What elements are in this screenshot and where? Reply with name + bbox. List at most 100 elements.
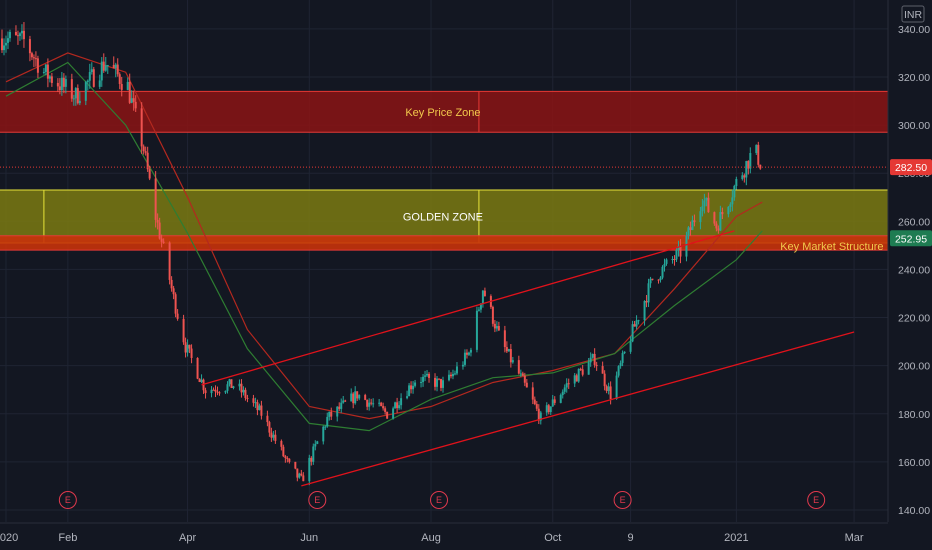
candle-up-body[interactable] bbox=[677, 245, 680, 250]
candle-down-body[interactable] bbox=[438, 378, 441, 380]
candle-down-body[interactable] bbox=[493, 323, 496, 329]
candle-up-body[interactable] bbox=[637, 320, 640, 322]
candle-down-body[interactable] bbox=[344, 400, 347, 402]
candle-down-body[interactable] bbox=[56, 82, 59, 87]
candle-down-body[interactable] bbox=[170, 279, 173, 289]
candle-down-body[interactable] bbox=[154, 178, 157, 220]
candle-down-body[interactable] bbox=[162, 241, 165, 243]
candle-up-body[interactable] bbox=[477, 309, 480, 311]
trendlines-layer[interactable] bbox=[0, 166, 888, 487]
candle-down-body[interactable] bbox=[581, 369, 584, 375]
candle-down-body[interactable] bbox=[160, 238, 163, 242]
earnings-marker-2-icon[interactable] bbox=[308, 491, 327, 509]
candle-up-body[interactable] bbox=[6, 38, 9, 43]
candle-up-body[interactable] bbox=[98, 80, 101, 87]
candle-down-body[interactable] bbox=[366, 399, 369, 407]
candle-down-body[interactable] bbox=[296, 468, 299, 478]
candle-up-body[interactable] bbox=[661, 266, 664, 278]
candle-down-body[interactable] bbox=[382, 406, 385, 409]
candle-down-body[interactable] bbox=[270, 432, 273, 438]
candle-up-body[interactable] bbox=[691, 220, 694, 231]
candle-down-body[interactable] bbox=[182, 318, 185, 343]
candle-down-body[interactable] bbox=[204, 390, 207, 394]
candle-up-body[interactable] bbox=[104, 65, 107, 71]
candle-up-body[interactable] bbox=[406, 396, 409, 399]
candle-down-body[interactable] bbox=[497, 326, 500, 331]
candle-down-body[interactable] bbox=[70, 79, 73, 99]
candle-down-body[interactable] bbox=[605, 386, 608, 391]
candle-down-body[interactable] bbox=[609, 386, 612, 399]
candle-down-body[interactable] bbox=[428, 373, 431, 378]
candle-down-body[interactable] bbox=[338, 406, 341, 409]
candle-down-body[interactable] bbox=[230, 379, 233, 388]
earnings-marker-4-icon[interactable] bbox=[613, 491, 632, 509]
candle-up-body[interactable] bbox=[745, 161, 748, 178]
candle-down-body[interactable] bbox=[673, 259, 676, 261]
candle-up-body[interactable] bbox=[314, 443, 317, 447]
candle-down-body[interactable] bbox=[112, 64, 115, 69]
candle-up-body[interactable] bbox=[422, 376, 425, 383]
candle-up-body[interactable] bbox=[226, 384, 229, 391]
candle-up-body[interactable] bbox=[635, 320, 638, 327]
candle-down-body[interactable] bbox=[134, 101, 137, 109]
candle-up-body[interactable] bbox=[675, 249, 678, 260]
candle-up-body[interactable] bbox=[88, 72, 91, 81]
candle-down-body[interactable] bbox=[310, 457, 313, 462]
candle-up-body[interactable] bbox=[511, 360, 514, 363]
candle-up-body[interactable] bbox=[424, 375, 427, 377]
candle-down-body[interactable] bbox=[34, 58, 37, 60]
candle-down-body[interactable] bbox=[645, 301, 648, 303]
candle-up-body[interactable] bbox=[412, 385, 415, 390]
candle-down-body[interactable] bbox=[280, 440, 283, 447]
candle-down-body[interactable] bbox=[146, 152, 149, 170]
candle-down-body[interactable] bbox=[396, 402, 399, 409]
candle-down-body[interactable] bbox=[657, 279, 660, 281]
candle-down-body[interactable] bbox=[537, 408, 540, 421]
candle-up-body[interactable] bbox=[643, 301, 646, 321]
candle-up-body[interactable] bbox=[242, 389, 245, 393]
candle-up-body[interactable] bbox=[316, 441, 319, 444]
candle-up-body[interactable] bbox=[647, 283, 650, 303]
candle-up-body[interactable] bbox=[254, 402, 257, 404]
candle-up-body[interactable] bbox=[735, 178, 738, 187]
candle-down-body[interactable] bbox=[148, 169, 151, 179]
candle-down-body[interactable] bbox=[260, 405, 263, 416]
candle-up-body[interactable] bbox=[699, 211, 702, 223]
candle-up-body[interactable] bbox=[467, 352, 470, 355]
candle-up-body[interactable] bbox=[372, 403, 375, 405]
candle-up-body[interactable] bbox=[549, 406, 552, 413]
candle-down-body[interactable] bbox=[116, 64, 119, 75]
candle-down-body[interactable] bbox=[352, 393, 355, 404]
candle-up-body[interactable] bbox=[703, 200, 706, 207]
candle-up-body[interactable] bbox=[551, 399, 554, 407]
candle-up-body[interactable] bbox=[238, 383, 241, 387]
candle-up-body[interactable] bbox=[106, 64, 109, 66]
candle-down-body[interactable] bbox=[212, 389, 215, 391]
candle-down-body[interactable] bbox=[22, 30, 25, 40]
candle-up-body[interactable] bbox=[563, 387, 566, 392]
candle-down-body[interactable] bbox=[92, 69, 95, 87]
candle-up-body[interactable] bbox=[665, 259, 668, 264]
candle-down-body[interactable] bbox=[172, 288, 175, 295]
candle-down-body[interactable] bbox=[184, 342, 187, 353]
candle-up-body[interactable] bbox=[340, 402, 343, 409]
candle-down-body[interactable] bbox=[503, 330, 506, 348]
candle-down-body[interactable] bbox=[102, 61, 105, 71]
candle-up-body[interactable] bbox=[617, 366, 620, 376]
candle-down-body[interactable] bbox=[252, 398, 255, 403]
candle-down-body[interactable] bbox=[198, 378, 201, 383]
candle-up-body[interactable] bbox=[324, 426, 327, 428]
candle-down-body[interactable] bbox=[717, 228, 720, 231]
candle-down-body[interactable] bbox=[0, 38, 3, 51]
candle-down-body[interactable] bbox=[743, 175, 746, 178]
candle-up-body[interactable] bbox=[408, 385, 411, 397]
candle-down-body[interactable] bbox=[440, 378, 443, 388]
candle-down-body[interactable] bbox=[370, 402, 373, 404]
candle-down-body[interactable] bbox=[689, 227, 692, 231]
candle-down-body[interactable] bbox=[282, 446, 285, 457]
candle-up-body[interactable] bbox=[619, 362, 622, 367]
candle-down-body[interactable] bbox=[118, 74, 121, 84]
candle-up-body[interactable] bbox=[90, 69, 93, 73]
candle-up-body[interactable] bbox=[64, 79, 67, 87]
